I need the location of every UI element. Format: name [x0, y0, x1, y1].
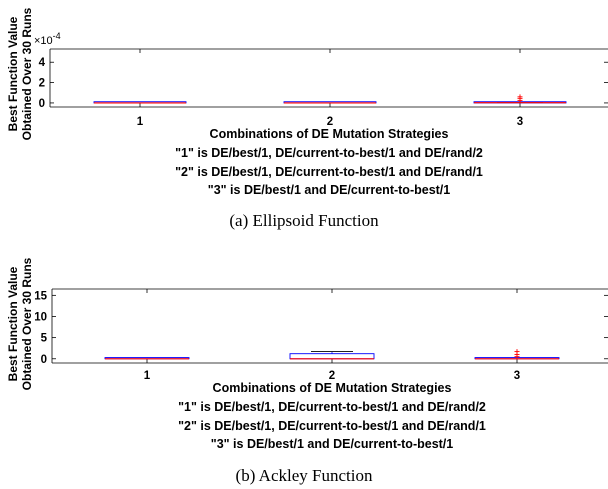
x-tick-label: 1 — [137, 116, 144, 128]
x-tick-label: 1 — [144, 370, 151, 382]
y-ticks: 0 2 4 — [39, 57, 608, 110]
x-tick-label: 3 — [517, 116, 523, 128]
x-ticks: 1 2 3 — [144, 289, 520, 382]
panel-ellipsoid: Best Function Value Obtained Over 30 Run… — [6, 7, 608, 230]
boxplot-2 — [283, 101, 377, 104]
caption-a: (a) Ellipsoid Function — [229, 211, 379, 230]
boxplot-3 — [473, 94, 567, 104]
y-tick-label: 0 — [41, 354, 47, 366]
x-tick-label: 3 — [514, 370, 520, 382]
y-tick-label: 15 — [34, 290, 47, 302]
x-axis-note-1: "1" is DE/best/1, DE/current-to-best/1 a… — [175, 146, 483, 160]
boxplot-3 — [474, 349, 560, 360]
x-tick-label: 2 — [329, 370, 335, 382]
boxplot-1 — [93, 101, 187, 104]
boxplot-2 — [289, 351, 375, 360]
y-axis-multiplier-base: ×10 — [34, 35, 53, 47]
boxplots — [93, 94, 567, 104]
plot-area-a: 0 2 4 1 2 3 — [39, 48, 608, 128]
x-ticks: 1 2 3 — [137, 49, 523, 128]
panel-ackley: Best Function Value Obtained Over 30 Run… — [6, 257, 608, 485]
y-axis-multiplier: ×10-4 — [34, 31, 61, 47]
x-axis-note-2: "2" is DE/best/1, DE/current-to-best/1 a… — [178, 419, 486, 433]
x-axis-note-1: "1" is DE/best/1, DE/current-to-best/1 a… — [178, 400, 486, 414]
y-tick-label: 10 — [34, 311, 47, 323]
y-axis-title-line-1: Best Function Value — [6, 16, 20, 131]
box — [289, 353, 375, 360]
caption-b: (b) Ackley Function — [236, 466, 373, 485]
boxplots — [104, 349, 560, 360]
y-axis-title-line-2: Obtained Over 30 Runs — [20, 7, 34, 140]
y-axis-multiplier-exponent: -4 — [53, 31, 61, 41]
y-axis-title-line-2: Obtained Over 30 Runs — [20, 257, 34, 390]
x-axis-note-3: "3" is DE/best/1 and DE/current-to-best/… — [208, 183, 451, 197]
y-ticks: 0 5 10 15 — [34, 290, 608, 366]
boxplot-1 — [104, 357, 190, 360]
y-tick-label: 4 — [39, 57, 46, 69]
y-tick-label: 0 — [39, 98, 45, 110]
x-axis-title: Combinations of DE Mutation Strategies — [213, 381, 452, 395]
plot-area-b: 0 5 10 15 1 2 3 — [34, 288, 608, 382]
y-tick-label: 5 — [41, 333, 48, 345]
x-axis-title: Combinations of DE Mutation Strategies — [210, 127, 449, 141]
y-tick-label: 2 — [39, 78, 45, 90]
y-axis-title-line-1: Best Function Value — [6, 266, 20, 381]
x-tick-label: 2 — [327, 116, 333, 128]
x-axis-note-2: "2" is DE/best/1, DE/current-to-best/1 a… — [175, 165, 483, 179]
x-axis-note-3: "3" is DE/best/1 and DE/current-to-best/… — [211, 437, 454, 451]
